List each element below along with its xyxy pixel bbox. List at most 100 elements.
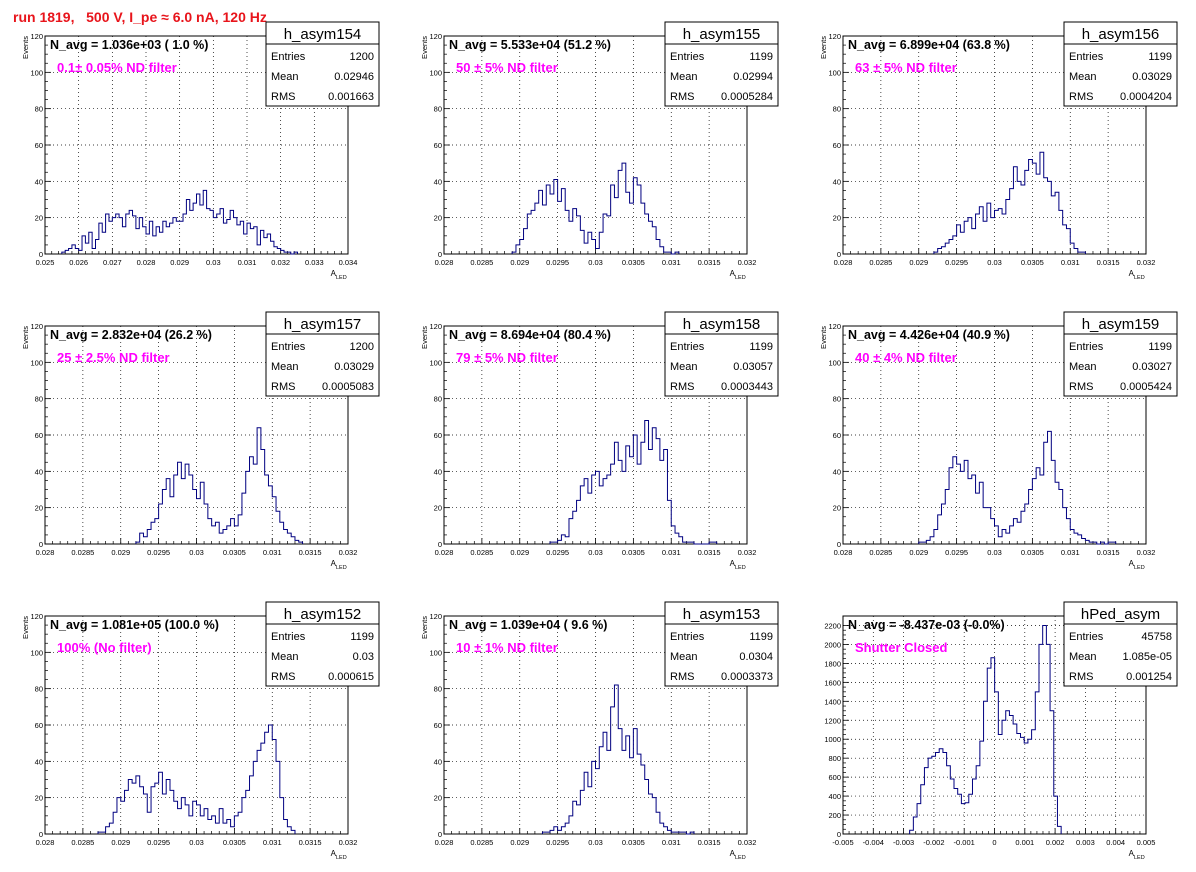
navg-label: N_avg = 1.036e+03 ( 1.0 %) <box>50 38 208 52</box>
stats-box-frame <box>664 21 779 107</box>
histogram-name: hPed_asym <box>1081 606 1160 623</box>
x-tick-label: -0.003 <box>893 838 914 847</box>
x-tick-label: -0.005 <box>832 838 853 847</box>
x-tick-label: 0.026 <box>69 258 88 267</box>
x-tick-label: 0.028 <box>435 258 454 267</box>
y-axis-label: Events <box>420 616 429 639</box>
histogram-name: h_asym153 <box>683 606 761 623</box>
y-tick-label: 100 <box>429 648 442 657</box>
y-tick-label: 0 <box>837 250 841 259</box>
y-tick-label: 120 <box>30 32 43 41</box>
stats-key: Mean <box>271 361 299 373</box>
y-axis-label: Events <box>819 36 828 59</box>
y-tick-label: 40 <box>434 757 442 766</box>
stats-key: RMS <box>670 91 694 103</box>
x-tick-label: 0 <box>992 838 996 847</box>
x-tick-label: 0.0295 <box>546 548 569 557</box>
x-axis-label: A <box>331 559 337 568</box>
y-tick-label: 1200 <box>824 716 841 725</box>
y-tick-label: 0 <box>438 830 442 839</box>
x-tick-label: 0.033 <box>305 258 324 267</box>
stats-value: 1199 <box>749 51 773 63</box>
y-tick-label: 60 <box>434 141 442 150</box>
stats-value: 0.0005424 <box>1120 381 1172 393</box>
x-tick-label: 0.0305 <box>622 838 645 847</box>
y-tick-label: 120 <box>30 612 43 621</box>
navg-label: N_avg = 1.039e+04 ( 9.6 %) <box>449 618 607 632</box>
y-tick-label: 0 <box>39 830 43 839</box>
stats-key: Mean <box>670 361 698 373</box>
histogram-panel-h_asym152: 0.028 0.0285 0.029 0.0295 0.03 0.0305 0.031 0.0… <box>21 601 380 861</box>
histogram-panel-h_asym155: 0.028 0.0285 0.029 0.0295 0.03 0.0305 0.031 0.0… <box>420 21 779 281</box>
x-tick-label: -0.002 <box>923 838 944 847</box>
y-tick-label: 80 <box>35 395 43 404</box>
x-tick-label: 0.0285 <box>869 548 892 557</box>
x-tick-label: 0.031 <box>263 838 282 847</box>
y-axis-label: Events <box>21 616 30 639</box>
histogram-series-h_asym156 <box>933 151 1086 254</box>
x-tick-label: 0.03 <box>189 548 204 557</box>
stats-value: 1200 <box>350 341 374 353</box>
x-tick-label: 0.0315 <box>1097 258 1120 267</box>
y-tick-label: 20 <box>434 794 442 803</box>
x-tick-label: 0.032 <box>1137 258 1156 267</box>
x-axis-label-subscript: LED <box>1134 275 1145 281</box>
stats-box-frame <box>664 601 779 687</box>
navg-label: N_avg = 6.899e+04 (63.8 %) <box>848 38 1010 52</box>
x-tick-label: 0.03 <box>588 838 603 847</box>
x-tick-label: 0.029 <box>909 548 928 557</box>
x-tick-label: 0.0315 <box>698 258 721 267</box>
x-tick-label: 0.031 <box>662 258 681 267</box>
x-tick-label: 0.029 <box>909 258 928 267</box>
y-tick-label: 0 <box>837 540 841 549</box>
x-tick-label: 0.0295 <box>945 548 968 557</box>
x-tick-label: 0.031 <box>238 258 257 267</box>
y-tick-label: 120 <box>828 322 841 331</box>
histogram-panel-h_asym156: 0.028 0.0285 0.029 0.0295 0.03 0.0305 0.031 0.0… <box>819 21 1178 281</box>
histogram-series-h_asym154 <box>61 189 298 255</box>
y-tick-label: 40 <box>35 467 43 476</box>
x-tick-label: 0.0285 <box>71 548 94 557</box>
stats-box-frame <box>265 311 380 397</box>
stats-value: 0.001663 <box>328 91 374 103</box>
histogram-name: h_asym159 <box>1082 316 1160 333</box>
y-tick-label: 1800 <box>824 659 841 668</box>
x-tick-label: 0.029 <box>111 548 130 557</box>
x-tick-label: 0.028 <box>435 548 454 557</box>
stats-box: h_asym159 Entries 1199 Mean 0.03027 RMS 0.0005… <box>1063 311 1178 397</box>
histogram-name: h_asym157 <box>284 316 362 333</box>
filter-label: 79 ± 5% ND filter <box>456 350 558 365</box>
x-tick-label: 0.032 <box>1137 548 1156 557</box>
stats-key: Entries <box>1069 631 1104 643</box>
y-tick-label: 800 <box>828 754 841 763</box>
stats-value: 1.085e-05 <box>1122 651 1172 663</box>
x-axis-label-subscript: LED <box>735 565 746 571</box>
x-tick-label: 0.0315 <box>698 548 721 557</box>
x-tick-label: 0.025 <box>36 258 55 267</box>
navg-label: N_avg = 4.426e+04 (40.9 %) <box>848 328 1010 342</box>
x-tick-label: 0.032 <box>738 258 757 267</box>
y-tick-label: 80 <box>35 685 43 694</box>
y-tick-label: 100 <box>429 68 442 77</box>
navg-label: N_avg = 1.081e+05 (100.0 %) <box>50 618 219 632</box>
x-tick-label: 0.029 <box>170 258 189 267</box>
stats-value: 0.03 <box>353 651 374 663</box>
page-title: run 1819, 500 V, I_pe ≈ 6.0 nA, 120 Hz <box>13 9 267 25</box>
x-tick-label: 0.028 <box>36 548 55 557</box>
x-axis-label: A <box>730 849 736 858</box>
y-tick-label: 120 <box>429 612 442 621</box>
filter-label: 40 ± 4% ND filter <box>855 350 957 365</box>
y-tick-label: 0 <box>39 250 43 259</box>
histogram-panel-h_asym158: 0.028 0.0285 0.029 0.0295 0.03 0.0305 0.031 0.0… <box>420 311 779 571</box>
x-tick-label: 0.029 <box>111 838 130 847</box>
x-tick-label: 0.0315 <box>299 838 322 847</box>
x-tick-label: 0.0305 <box>1021 258 1044 267</box>
stats-value: 0.0005083 <box>322 381 374 393</box>
filter-label: Shutter Closed <box>855 640 948 655</box>
stats-key: Mean <box>1069 651 1097 663</box>
stats-value: 0.000615 <box>328 671 374 683</box>
y-tick-label: 0 <box>438 250 442 259</box>
x-tick-label: 0.002 <box>1046 838 1065 847</box>
stats-value: 0.0004204 <box>1120 91 1172 103</box>
x-tick-label: 0.03 <box>987 548 1002 557</box>
